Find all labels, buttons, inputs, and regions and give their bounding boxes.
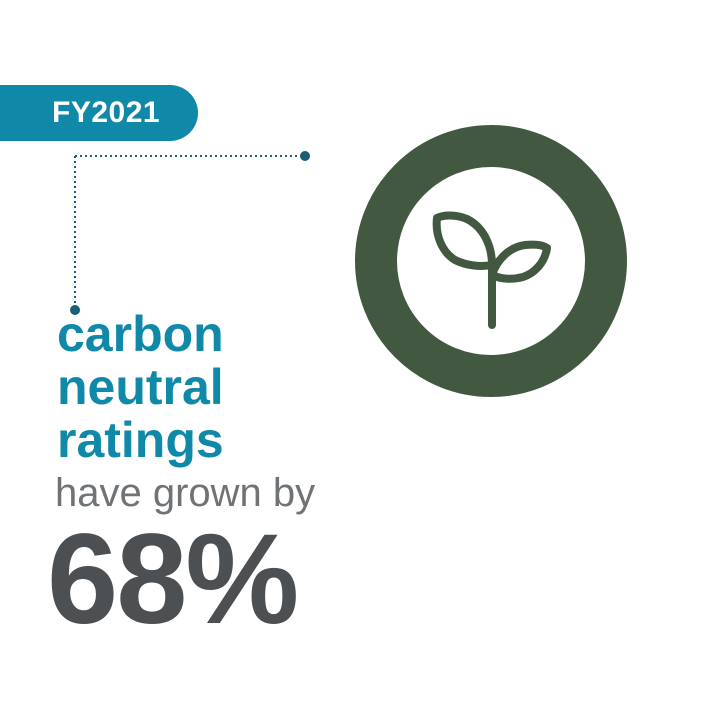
ring xyxy=(355,125,627,397)
stat-value: 68% xyxy=(47,508,299,651)
year-badge: FY2021 xyxy=(0,85,198,141)
headline-line-1: carbon xyxy=(57,306,224,362)
year-label: FY2021 xyxy=(52,96,161,129)
subline: have grown by xyxy=(55,471,316,515)
headline: carbon neutral ratings xyxy=(57,308,224,467)
headline-line-3: ratings xyxy=(57,412,224,468)
headline-line-2: neutral xyxy=(57,359,224,415)
icon-badge xyxy=(355,125,627,397)
sprout-icon xyxy=(432,211,551,329)
